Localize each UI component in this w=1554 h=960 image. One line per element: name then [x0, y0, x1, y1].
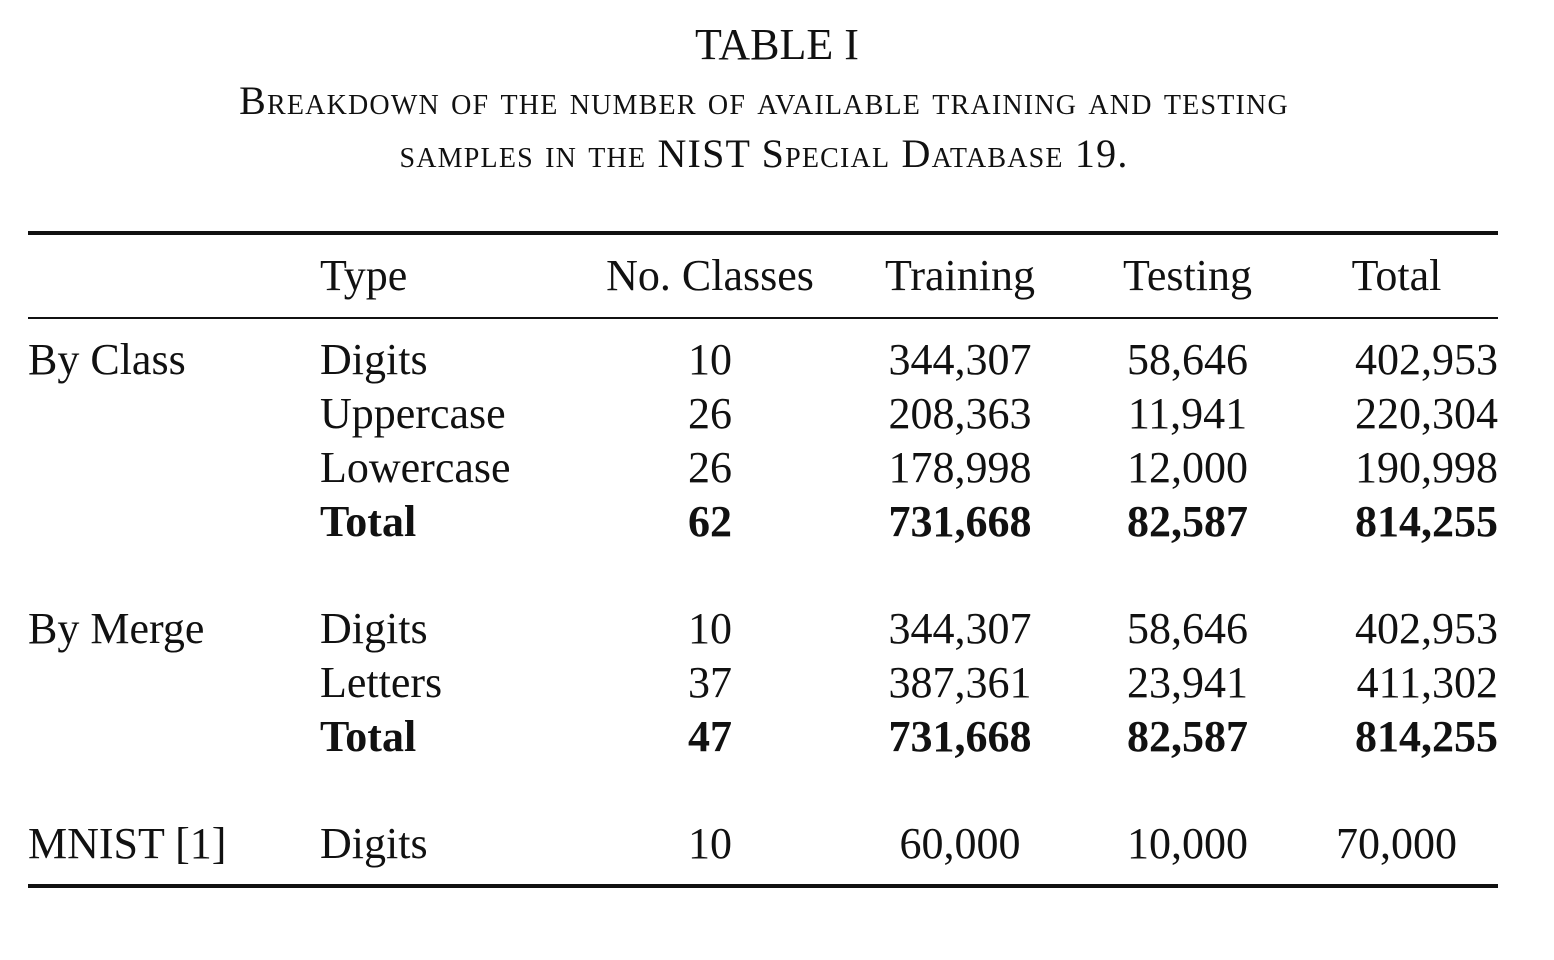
- group-label: By Class: [28, 335, 186, 384]
- classes-cell: 37: [688, 658, 732, 707]
- data-table: Type No. Classes Training Testing Total …: [28, 245, 1498, 871]
- header-row: Type No. Classes Training Testing Total: [28, 245, 1498, 307]
- total-cell: 402,953: [1355, 335, 1498, 384]
- section-spacer: [28, 549, 1498, 602]
- classes-cell: 10: [688, 604, 732, 653]
- table-row: MNIST [1] Digits 10 60,000 10,000 70,000: [28, 817, 1498, 871]
- testing-cell: 23,941: [1127, 658, 1248, 707]
- table-row: Uppercase 26 208,363 11,941 220,304: [28, 387, 1498, 441]
- training-cell: 344,307: [888, 335, 1032, 384]
- total-cell: 70,000: [1336, 819, 1457, 868]
- total-row: Total 47 731,668 82,587 814,255: [28, 710, 1498, 764]
- classes-cell: 10: [688, 819, 732, 868]
- training-cell: 60,000: [899, 819, 1021, 868]
- testing-cell: 58,646: [1127, 335, 1248, 384]
- total-cell: 190,998: [1355, 443, 1498, 492]
- type-cell: Uppercase: [320, 389, 506, 438]
- table-row: Letters 37 387,361 23,941 411,302: [28, 656, 1498, 710]
- total-cell: 814,255: [1355, 712, 1498, 761]
- training-cell: 731,668: [888, 712, 1032, 761]
- type-cell: Digits: [320, 335, 428, 384]
- testing-cell: 10,000: [1127, 819, 1248, 868]
- total-cell: 411,302: [1356, 658, 1498, 707]
- header-group: [28, 245, 320, 307]
- total-cell: 814,255: [1355, 497, 1498, 546]
- type-cell: Letters: [320, 658, 443, 707]
- header-total: Total: [1351, 251, 1442, 300]
- testing-cell: 11,941: [1127, 389, 1248, 438]
- testing-cell: 58,646: [1127, 604, 1248, 653]
- table-number: TABLE I: [695, 20, 859, 69]
- classes-cell: 26: [688, 443, 732, 492]
- testing-cell: 12,000: [1127, 443, 1248, 492]
- classes-cell: 10: [688, 335, 732, 384]
- header-testing: Testing: [1123, 251, 1252, 300]
- training-cell: 344,307: [888, 604, 1032, 653]
- type-cell: Digits: [320, 819, 428, 868]
- training-cell: 178,998: [888, 443, 1032, 492]
- classes-cell: 26: [688, 389, 732, 438]
- header-training: Training: [885, 251, 1035, 300]
- table-caption-line-2: samples in the NIST Special Database 19.: [399, 131, 1129, 176]
- table-row: By Class Digits 10 344,307 58,646 402,95…: [28, 333, 1498, 387]
- total-row: Total 62 731,668 82,587 814,255: [28, 495, 1498, 549]
- bottom-rule: [28, 884, 1498, 888]
- table-caption-line-1: Breakdown of the number of available tra…: [239, 78, 1289, 123]
- classes-cell: 47: [688, 712, 732, 761]
- total-cell: 402,953: [1355, 604, 1498, 653]
- header-classes: No. Classes: [606, 251, 814, 300]
- classes-cell: 62: [688, 497, 732, 546]
- type-cell: Digits: [320, 604, 428, 653]
- top-rule: [28, 231, 1498, 235]
- type-cell: Total: [320, 712, 417, 761]
- type-cell: Total: [320, 497, 417, 546]
- header-gap: [28, 307, 1498, 333]
- header-rule: [28, 317, 1498, 319]
- training-cell: 387,361: [888, 658, 1032, 707]
- training-cell: 731,668: [888, 497, 1032, 546]
- testing-cell: 82,587: [1127, 497, 1248, 546]
- section-spacer: [28, 764, 1498, 817]
- total-cell: 220,304: [1355, 389, 1498, 438]
- header-type: Type: [320, 251, 408, 300]
- testing-cell: 82,587: [1127, 712, 1248, 761]
- type-cell: Lowercase: [320, 443, 511, 492]
- group-label: By Merge: [28, 604, 205, 653]
- group-label: MNIST [1]: [28, 819, 227, 868]
- training-cell: 208,363: [888, 389, 1032, 438]
- table-row: By Merge Digits 10 344,307 58,646 402,95…: [28, 602, 1498, 656]
- table-row: Lowercase 26 178,998 12,000 190,998: [28, 441, 1498, 495]
